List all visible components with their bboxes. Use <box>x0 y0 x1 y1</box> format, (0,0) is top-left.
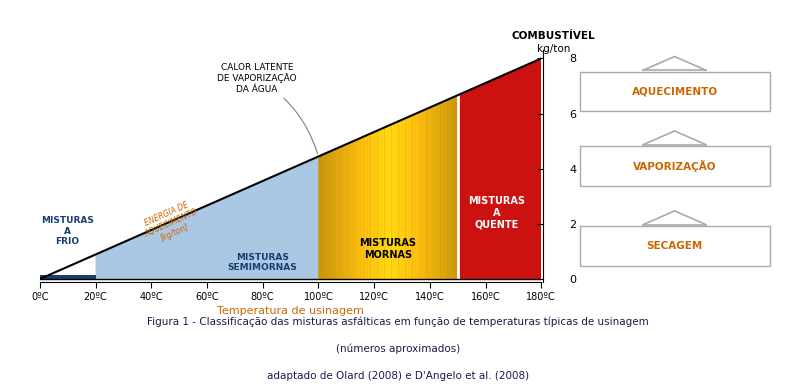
Bar <box>579 72 770 112</box>
Polygon shape <box>318 95 458 279</box>
Polygon shape <box>412 113 416 279</box>
Polygon shape <box>339 146 343 279</box>
Polygon shape <box>451 97 455 279</box>
Polygon shape <box>437 103 440 279</box>
Polygon shape <box>399 120 402 279</box>
Text: SECAGEM: SECAGEM <box>646 241 703 251</box>
Text: AQUECIMENTO: AQUECIMENTO <box>631 86 718 96</box>
Text: adaptado de Olard (2008) e D'Angelo et al. (2008): adaptado de Olard (2008) e D'Angelo et a… <box>267 371 529 381</box>
Text: VAPORIZAÇÃO: VAPORIZAÇÃO <box>633 160 716 172</box>
Polygon shape <box>349 141 353 279</box>
Polygon shape <box>430 106 433 279</box>
Text: kg/ton: kg/ton <box>537 44 570 54</box>
Polygon shape <box>326 152 329 279</box>
Text: MISTURAS
A
FRIO: MISTURAS A FRIO <box>41 216 94 246</box>
Polygon shape <box>392 123 395 279</box>
Polygon shape <box>374 130 377 279</box>
Polygon shape <box>444 100 447 279</box>
Text: (números aproximados): (números aproximados) <box>336 344 460 354</box>
Polygon shape <box>440 102 444 279</box>
Polygon shape <box>447 98 451 279</box>
Polygon shape <box>388 124 392 279</box>
Polygon shape <box>364 135 367 279</box>
Polygon shape <box>402 118 405 279</box>
Bar <box>579 146 770 186</box>
Polygon shape <box>405 117 409 279</box>
Polygon shape <box>381 127 384 279</box>
Text: MISTURAS
MORNAS: MISTURAS MORNAS <box>360 238 416 260</box>
Text: CALOR LATENTE
DE VAPORIZAÇÃO
DA ÁGUA: CALOR LATENTE DE VAPORIZAÇÃO DA ÁGUA <box>217 63 318 154</box>
Polygon shape <box>377 129 381 279</box>
Polygon shape <box>322 153 326 279</box>
Polygon shape <box>329 151 333 279</box>
Polygon shape <box>343 144 346 279</box>
Text: ENERGIA DE
AQUECIMENTO
[kg/ton]: ENERGIA DE AQUECIMENTO [kg/ton] <box>139 198 203 249</box>
Polygon shape <box>371 132 374 279</box>
Polygon shape <box>357 138 361 279</box>
Polygon shape <box>361 137 364 279</box>
Text: MISTURAS
A
QUENTE: MISTURAS A QUENTE <box>468 196 525 229</box>
Polygon shape <box>427 107 430 279</box>
Polygon shape <box>395 121 399 279</box>
Text: MISTURAS
SEMIMORNAS: MISTURAS SEMIMORNAS <box>228 253 298 272</box>
Polygon shape <box>458 58 541 279</box>
Text: Figura 1 - Classificação das misturas asfálticas em função de temperaturas típic: Figura 1 - Classificação das misturas as… <box>147 317 649 327</box>
Polygon shape <box>353 140 357 279</box>
Polygon shape <box>336 147 339 279</box>
Bar <box>579 226 770 266</box>
Polygon shape <box>96 156 318 279</box>
Polygon shape <box>367 134 371 279</box>
Polygon shape <box>433 104 437 279</box>
X-axis label: Temperatura de usinagem: Temperatura de usinagem <box>217 306 364 317</box>
Polygon shape <box>409 115 412 279</box>
Polygon shape <box>423 109 427 279</box>
Polygon shape <box>346 143 349 279</box>
Polygon shape <box>416 112 419 279</box>
Polygon shape <box>384 126 388 279</box>
Polygon shape <box>419 110 423 279</box>
Polygon shape <box>318 155 322 279</box>
Text: COMBUSTÍVEL: COMBUSTÍVEL <box>511 30 595 41</box>
Polygon shape <box>455 95 458 279</box>
Polygon shape <box>333 149 336 279</box>
